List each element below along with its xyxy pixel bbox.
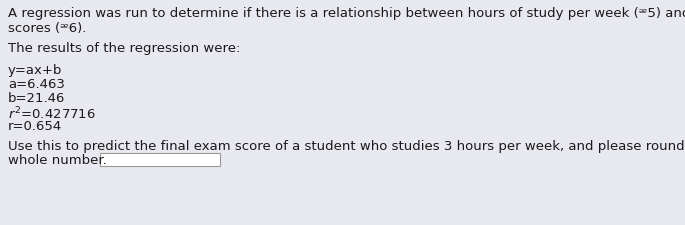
Text: r=0.654: r=0.654 <box>8 119 62 132</box>
Text: The results of the regression were:: The results of the regression were: <box>8 42 240 55</box>
Text: whole number.: whole number. <box>8 153 107 166</box>
Text: $r^2$=0.427716: $r^2$=0.427716 <box>8 106 95 122</box>
Text: scores (ᵆ6).: scores (ᵆ6). <box>8 22 86 35</box>
Text: b=21.46: b=21.46 <box>8 92 65 105</box>
Text: A regression was run to determine if there is a relationship between hours of st: A regression was run to determine if the… <box>8 7 685 20</box>
Text: a=6.463: a=6.463 <box>8 78 65 91</box>
Text: Use this to predict the final exam score of a student who studies 3 hours per we: Use this to predict the final exam score… <box>8 139 685 152</box>
Text: y=ax+b: y=ax+b <box>8 64 62 77</box>
